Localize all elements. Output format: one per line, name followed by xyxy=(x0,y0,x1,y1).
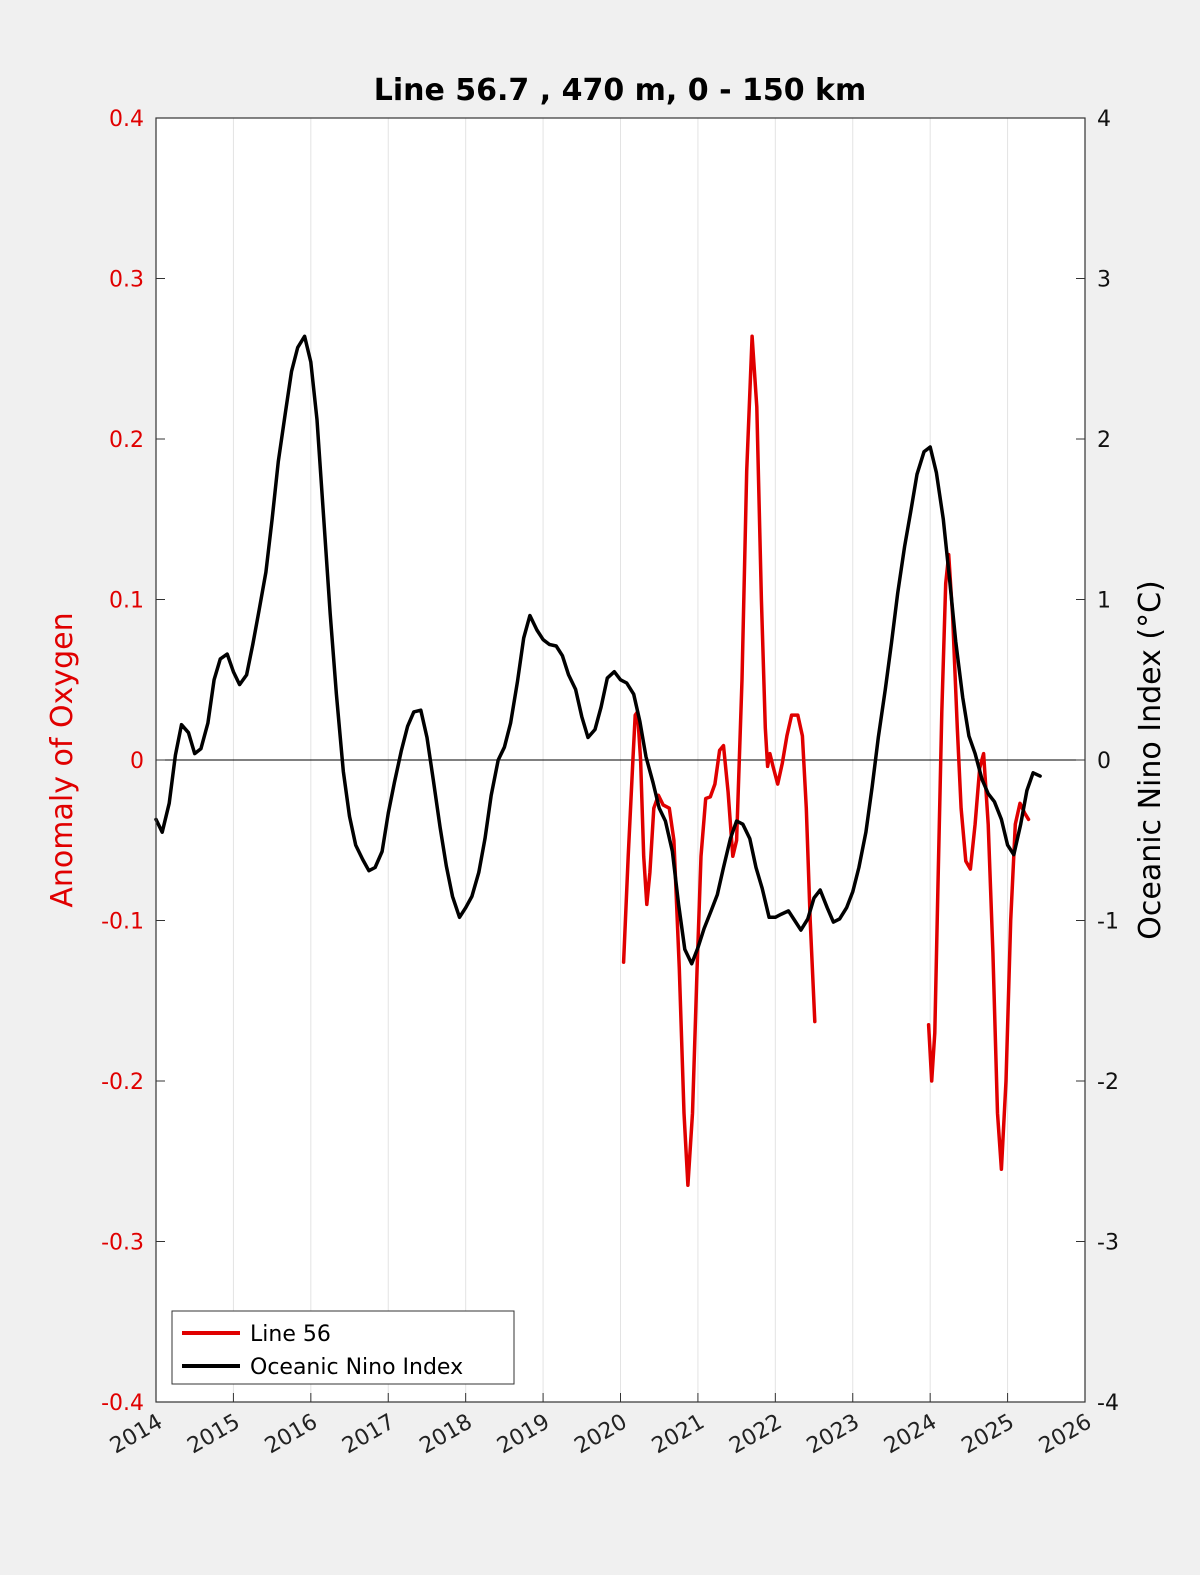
y-right-tick-label: -1 xyxy=(1097,910,1119,935)
series-oceanic-nino-index xyxy=(154,334,1042,966)
y-right-tick-label: -3 xyxy=(1097,1231,1119,1256)
y-left-tick-label: -0.4 xyxy=(101,1391,144,1416)
legend-label-oni: Oceanic Nino Index xyxy=(250,1355,463,1380)
y-right-tick-label: 0 xyxy=(1097,749,1111,774)
y-right-tick-label: 1 xyxy=(1097,589,1111,614)
y-right-tick-label: -2 xyxy=(1097,1070,1119,1095)
y-left-tick-label: 0 xyxy=(130,749,144,774)
y-right-tick-label: -4 xyxy=(1097,1391,1119,1416)
y-left-tick-label: 0.2 xyxy=(109,428,144,453)
chart-title: Line 56.7 , 470 m, 0 - 150 km xyxy=(374,73,867,108)
y-left-tick-label: -0.1 xyxy=(101,910,144,935)
y-left-tick-label: -0.3 xyxy=(101,1231,144,1256)
legend: Line 56 Oceanic Nino Index xyxy=(171,1310,515,1385)
legend-box xyxy=(171,1310,515,1385)
legend-label-line56: Line 56 xyxy=(250,1322,331,1347)
y-left-tick-label: 0.3 xyxy=(109,268,144,293)
y-left-tick-label: 0.1 xyxy=(109,589,144,614)
y-left-tick-label: -0.2 xyxy=(101,1070,144,1095)
series-layer xyxy=(154,334,1042,1188)
y-right-tick-label: 3 xyxy=(1097,268,1111,293)
y-right-tick-label: 4 xyxy=(1097,107,1111,132)
right-axis: 4 3 2 1 0 -1 -2 -3 -4 xyxy=(1076,107,1119,1416)
y-axis-label-left: Anomaly of Oxygen xyxy=(45,612,80,907)
y-right-tick-label: 2 xyxy=(1097,428,1111,453)
left-axis: 0.4 0.3 0.2 0.1 0 -0.1 -0.2 -0.3 -0.4 xyxy=(101,107,165,1416)
series-line56-segment-1 xyxy=(621,334,817,1188)
y-axis-label-right: Oceanic Nino Index (°C) xyxy=(1133,580,1168,940)
series-line56-segment-2 xyxy=(926,552,1031,1172)
y-left-tick-label: 0.4 xyxy=(109,107,144,132)
